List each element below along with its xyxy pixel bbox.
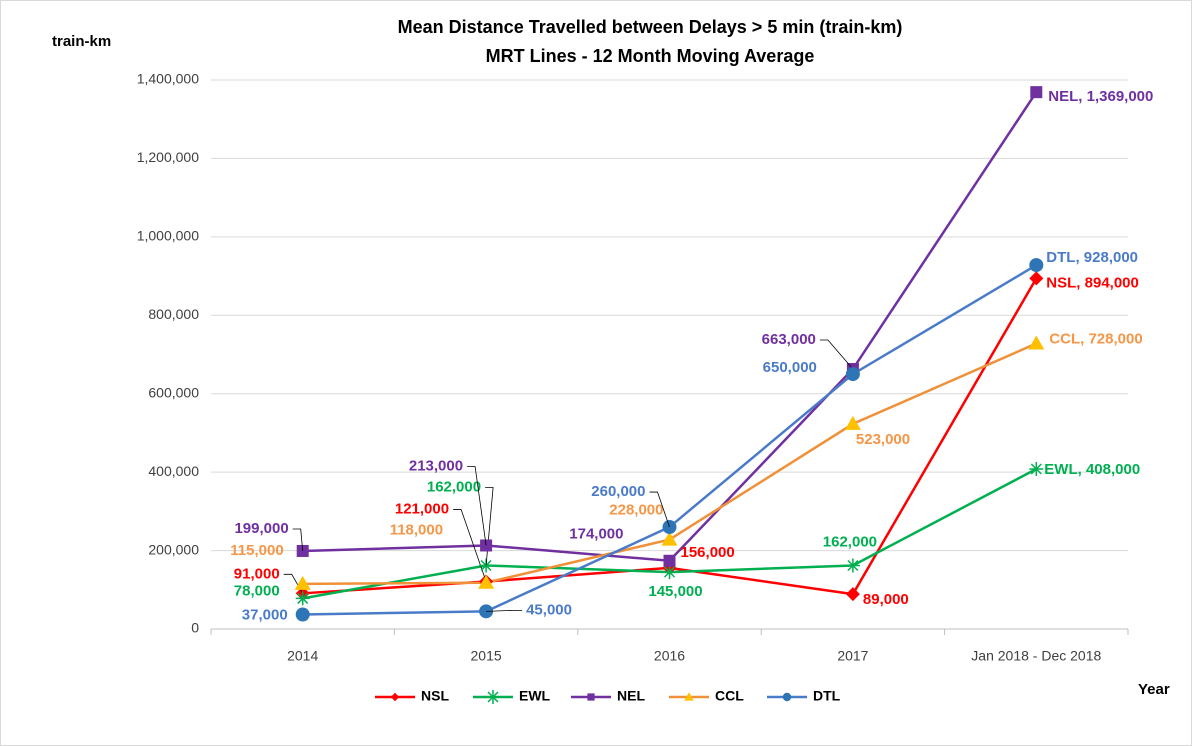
leader-line [649,491,670,528]
legend-label: NSL [421,688,449,704]
data-point [294,575,311,590]
legend-marker [486,690,500,704]
x-tick-label: Jan 2018 - Dec 2018 [971,648,1101,664]
data-point [845,558,860,573]
data-label: 260,000 [591,483,645,500]
data-point [479,558,494,573]
leader-line [819,339,854,370]
y-tick-label: 1,000,000 [137,228,199,244]
data-label: 37,000 [242,606,288,623]
legend-marker [782,692,792,702]
data-label: NEL, 1,369,000 [1048,88,1153,105]
y-tick-label: 600,000 [148,384,199,400]
data-point [1029,258,1044,273]
x-tick-label: 2016 [654,648,685,664]
leader-line [485,487,494,566]
y-axis-label: train-km [52,33,111,50]
legend-label: DTL [813,688,841,704]
leader-line [467,466,487,546]
x-axis-label: Year [1138,681,1170,698]
data-point [1028,335,1045,350]
data-label: 118,000 [390,522,443,539]
data-point [1030,86,1043,99]
y-tick-label: 800,000 [148,306,199,322]
data-label: 156,000 [681,544,735,561]
y-tick-label: 400,000 [148,463,199,479]
data-label: 78,000 [234,582,280,599]
data-label: 650,000 [763,359,817,376]
data-point [845,587,860,602]
legend-label: EWL [519,688,551,704]
data-point [661,531,678,546]
legend-marker [390,692,400,702]
data-label: NSL, 894,000 [1046,274,1139,291]
data-point [1029,271,1044,286]
data-point [663,554,676,567]
x-tick-label: 2017 [837,648,868,664]
data-label: 91,000 [234,565,280,582]
data-label: 162,000 [427,478,481,495]
data-label: 663,000 [762,331,816,348]
legend-label: NEL [617,688,645,704]
data-label: 523,000 [856,431,910,448]
data-point [844,415,861,430]
data-label: 45,000 [526,601,572,618]
data-label: 121,000 [395,501,449,518]
legend-label: CCL [715,688,744,704]
data-label: 89,000 [863,591,909,608]
legend-marker [587,693,595,701]
data-label: 174,000 [569,526,623,543]
data-point [1029,462,1044,477]
data-point [295,607,310,622]
x-tick-label: 2015 [471,648,502,664]
data-label: EWL, 408,000 [1044,461,1140,478]
chart-subtitle: MRT Lines - 12 Month Moving Average [486,46,815,66]
data-label: 162,000 [823,533,877,550]
y-tick-label: 1,200,000 [137,149,199,165]
chart-title: Mean Distance Travelled between Delays >… [398,17,903,37]
leader-line [486,609,523,612]
data-label: 115,000 [230,542,283,559]
data-label: DTL, 928,000 [1046,249,1138,266]
data-label: 145,000 [648,583,702,600]
x-tick-label: 2014 [287,648,318,664]
leader-line [292,528,304,552]
data-label: CCL, 728,000 [1049,330,1142,347]
data-label: 228,000 [609,502,663,519]
data-point [845,367,860,382]
legend-marker [684,692,694,701]
data-point [478,574,495,589]
y-tick-label: 200,000 [148,541,199,557]
data-point [662,565,677,580]
y-tick-label: 1,400,000 [137,71,199,87]
leader-line [453,509,487,582]
data-label: 213,000 [409,457,463,474]
y-tick-label: 0 [191,620,199,636]
data-point [295,591,310,606]
data-label: 199,000 [234,520,288,537]
